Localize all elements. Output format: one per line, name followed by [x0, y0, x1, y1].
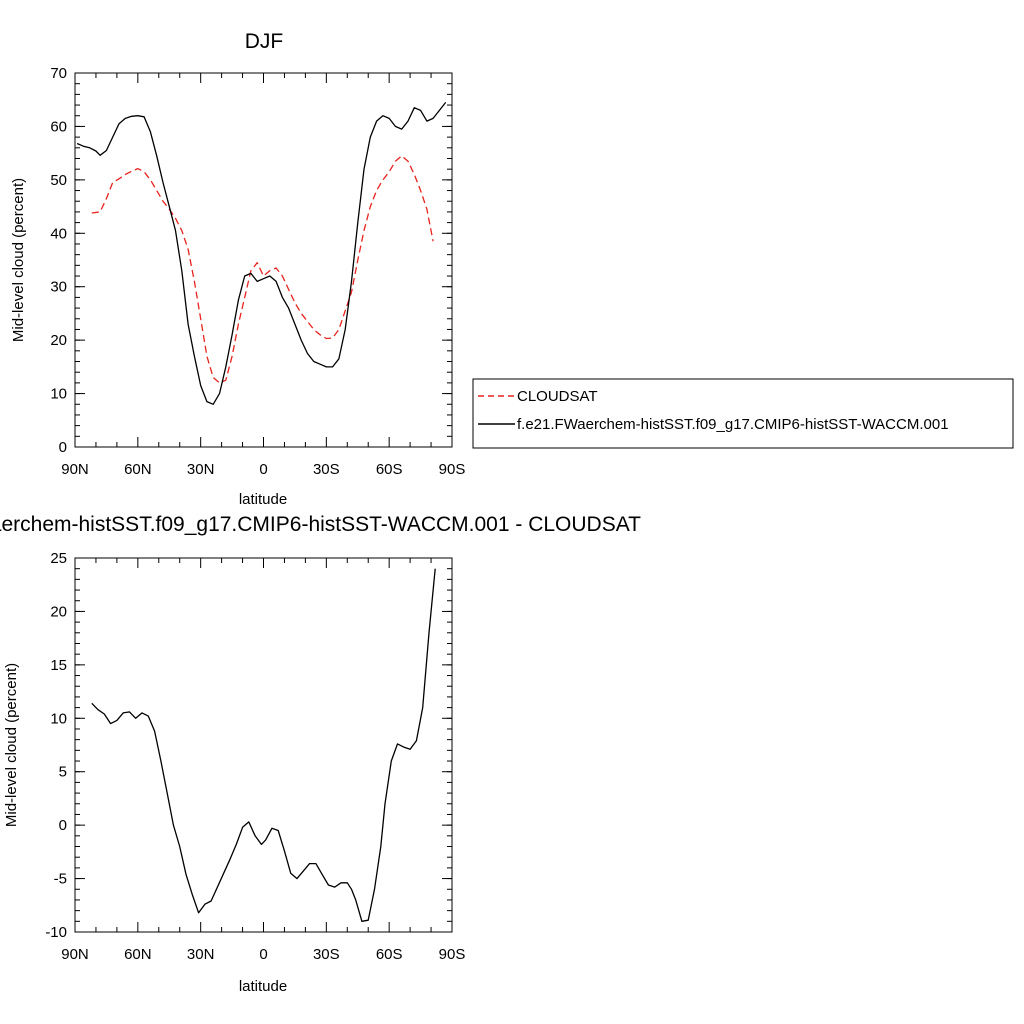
panel-2-ytick-label: -5 [54, 871, 67, 888]
panel-1-ytick-label: 0 [59, 439, 67, 456]
panel-1-xtick-label: 30S [313, 461, 340, 478]
panel-2-xtick-label: 30S [313, 946, 340, 963]
panel-1-series-line-cloudsat [91, 155, 434, 384]
difference-panel: f.e21.FWaerchem-histSST.f09_g17.CMIP6-hi… [0, 513, 641, 995]
panel-2-ytick-label: 0 [59, 817, 67, 834]
panel-1-axes: 90N 60N 30N 0 30S 60S 90S 0 10 20 30 40 50 60 70 [50, 65, 465, 478]
panel-1-ytick-label: 30 [50, 279, 67, 296]
legend: CLOUDSAT f.e21.FWaerchem-histSST.f09_g17… [472, 378, 1014, 449]
panel-2-xtick-label: 90N [61, 946, 89, 963]
climatology-panel: DJF 90N 60N 30N 0 30S 60S 90S 0 10 20 30 40 50 60 70 l… [10, 30, 465, 508]
legend-label-cloudsat: CLOUDSAT [517, 388, 598, 405]
panel-1-ylabel: Mid-level cloud (percent) [10, 178, 27, 342]
panel-2-axes: 90N 60N 30N 0 30S 60S 90S -10 -5 0 5 10 15 20 25 [45, 550, 465, 963]
panel-1-ytick-label: 50 [50, 172, 67, 189]
panel-2-series [91, 568, 436, 922]
panel-1-series-line-model [76, 101, 447, 405]
panel-1-series [76, 101, 447, 405]
panel-1-xtick-label: 0 [259, 461, 267, 478]
panel-1-ytick-label: 10 [50, 386, 67, 403]
panel-1-xtick-label: 60N [124, 461, 152, 478]
panel-2-ytick-label: 20 [50, 603, 67, 620]
panel-2-ytick-label: 5 [59, 764, 67, 781]
panel-2-ytick-label: 15 [50, 657, 67, 674]
panel-1-ytick-label: 20 [50, 332, 67, 349]
panel-1-xtick-label: 90S [439, 461, 466, 478]
panel-2-ytick-label: 25 [50, 550, 67, 567]
panel-2-ytick-label: -10 [45, 924, 67, 941]
panel-1-ytick-label: 70 [50, 65, 67, 82]
legend-label-model: f.e21.FWaerchem-histSST.f09_g17.CMIP6-hi… [517, 416, 949, 433]
legend-box [472, 378, 1014, 449]
panel-1-xtick-label: 30N [187, 461, 215, 478]
panel-2-series-line-difference [91, 568, 436, 922]
panel-2-xtick-label: 0 [259, 946, 267, 963]
panel-2-title: f.e21.FWaerchem-histSST.f09_g17.CMIP6-hi… [0, 513, 641, 536]
panel-1-xtick-label: 60S [376, 461, 403, 478]
panel-2-plot-frame [74, 557, 453, 933]
panel-2-ytick-label: 10 [50, 710, 67, 727]
panel-1-plot-frame [74, 72, 453, 448]
panel-1-xtick-label: 90N [61, 461, 89, 478]
panel-2-xtick-label: 60N [124, 946, 152, 963]
panel-2-ylabel: Mid-level cloud (percent) [3, 663, 20, 827]
panel-1-xlabel: latitude [239, 491, 287, 508]
panel-2-xtick-label: 30N [187, 946, 215, 963]
panel-2-xtick-label: 90S [439, 946, 466, 963]
panel-2-xtick-label: 60S [376, 946, 403, 963]
panel-1-title: DJF [245, 30, 284, 53]
panel-1-ytick-label: 60 [50, 118, 67, 135]
panel-2-xlabel: latitude [239, 978, 287, 995]
panel-1-ytick-label: 40 [50, 225, 67, 242]
